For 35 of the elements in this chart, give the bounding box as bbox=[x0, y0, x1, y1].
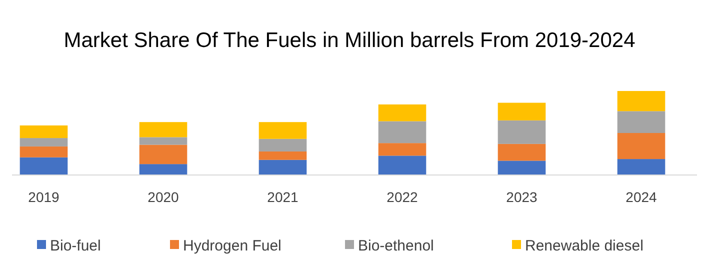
legend-label: Hydrogen Fuel bbox=[183, 237, 282, 254]
legend-label: Renewable diesel bbox=[525, 237, 644, 254]
bar bbox=[20, 125, 68, 138]
bar bbox=[617, 133, 666, 160]
bar bbox=[139, 137, 188, 145]
bar bbox=[498, 144, 546, 161]
bar bbox=[498, 102, 546, 120]
x-tick-label: 2022 bbox=[386, 188, 418, 205]
bar bbox=[139, 144, 188, 164]
chart-title: Market Share Of The Fuels in Million barrels From 2019-2024 bbox=[64, 29, 636, 52]
bar bbox=[498, 160, 546, 175]
bar bbox=[378, 121, 426, 144]
bar bbox=[378, 143, 426, 156]
bar bbox=[498, 120, 546, 144]
bar bbox=[378, 156, 426, 175]
bar bbox=[258, 151, 307, 160]
bar bbox=[20, 157, 68, 175]
legend-label: Bio-ethenol bbox=[358, 237, 434, 254]
x-tick-label: 2021 bbox=[267, 188, 299, 205]
bar bbox=[258, 138, 307, 152]
bar bbox=[139, 164, 188, 175]
bar bbox=[617, 111, 666, 133]
x-tick-label: 2019 bbox=[28, 188, 60, 205]
x-tick-label: 2020 bbox=[148, 188, 180, 205]
legend-label: Bio-fuel bbox=[50, 237, 101, 254]
bar bbox=[617, 91, 666, 112]
x-tick-label: 2024 bbox=[626, 188, 658, 205]
bar bbox=[617, 159, 666, 175]
bar bbox=[139, 122, 188, 138]
bar bbox=[20, 146, 68, 158]
bar bbox=[20, 138, 68, 146]
bar bbox=[378, 104, 426, 122]
bar bbox=[258, 122, 307, 139]
bar bbox=[258, 160, 307, 175]
x-tick-label: 2023 bbox=[506, 188, 538, 205]
